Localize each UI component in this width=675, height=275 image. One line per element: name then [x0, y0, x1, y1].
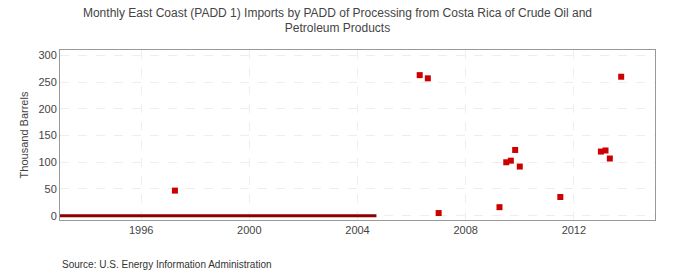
svg-text:0: 0: [51, 210, 57, 222]
svg-text:Source: U.S. Energy Informatio: Source: U.S. Energy Information Administ…: [62, 259, 272, 270]
svg-text:2004: 2004: [345, 224, 369, 236]
svg-text:250: 250: [38, 76, 56, 88]
svg-text:50: 50: [45, 183, 57, 195]
svg-text:Thousand Barrels: Thousand Barrels: [18, 91, 30, 178]
svg-text:200: 200: [38, 103, 56, 115]
svg-text:Monthly East Coast (PADD 1) Im: Monthly East Coast (PADD 1) Imports by P…: [83, 6, 592, 36]
svg-text:2008: 2008: [453, 224, 477, 236]
svg-text:100: 100: [38, 156, 56, 168]
svg-text:150: 150: [38, 129, 56, 141]
svg-text:300: 300: [38, 49, 56, 61]
svg-text:2000: 2000: [237, 224, 261, 236]
svg-text:1996: 1996: [129, 224, 153, 236]
svg-text:2012: 2012: [562, 224, 586, 236]
